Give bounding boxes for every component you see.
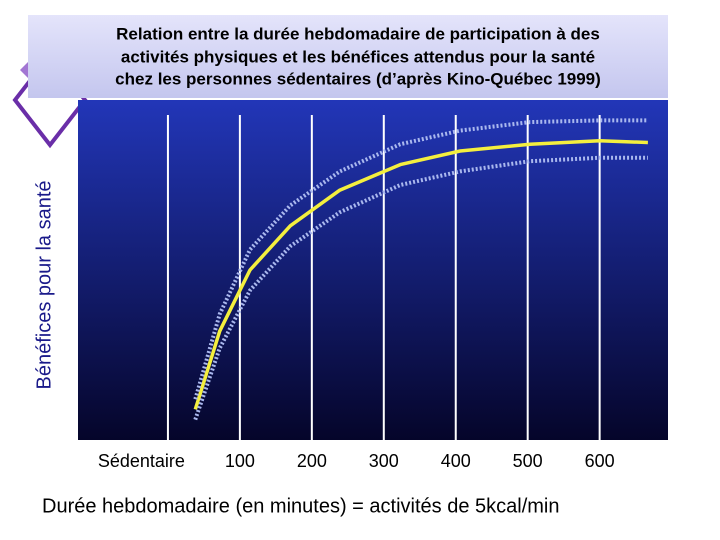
x-tick-label: 500: [513, 451, 543, 471]
x-tick-label: 100: [225, 451, 255, 471]
x-axis-label: Durée hebdomadaire (en minutes) = activi…: [42, 495, 559, 517]
x-tick-label: 600: [585, 451, 615, 471]
title-line: activités physiques et les bénéfices att…: [121, 47, 595, 66]
plot-area: [78, 100, 668, 440]
series-line: [193, 118, 648, 400]
x-tick-label: 300: [369, 451, 399, 471]
title-line: Relation entre la durée hebdomadaire de …: [116, 24, 600, 43]
x-tick-label: Sédentaire: [98, 451, 185, 471]
y-axis-label: Bénéfices pour la santé: [33, 180, 55, 389]
x-tick-label: 400: [441, 451, 471, 471]
series-line: [193, 139, 648, 410]
title-box: [28, 15, 668, 98]
title-line: chez les personnes sédentaires (d’après …: [115, 69, 601, 88]
x-tick-label: 200: [297, 451, 327, 471]
series-line: [193, 155, 648, 421]
title: Relation entre la durée hebdomadaire de …: [115, 24, 601, 88]
